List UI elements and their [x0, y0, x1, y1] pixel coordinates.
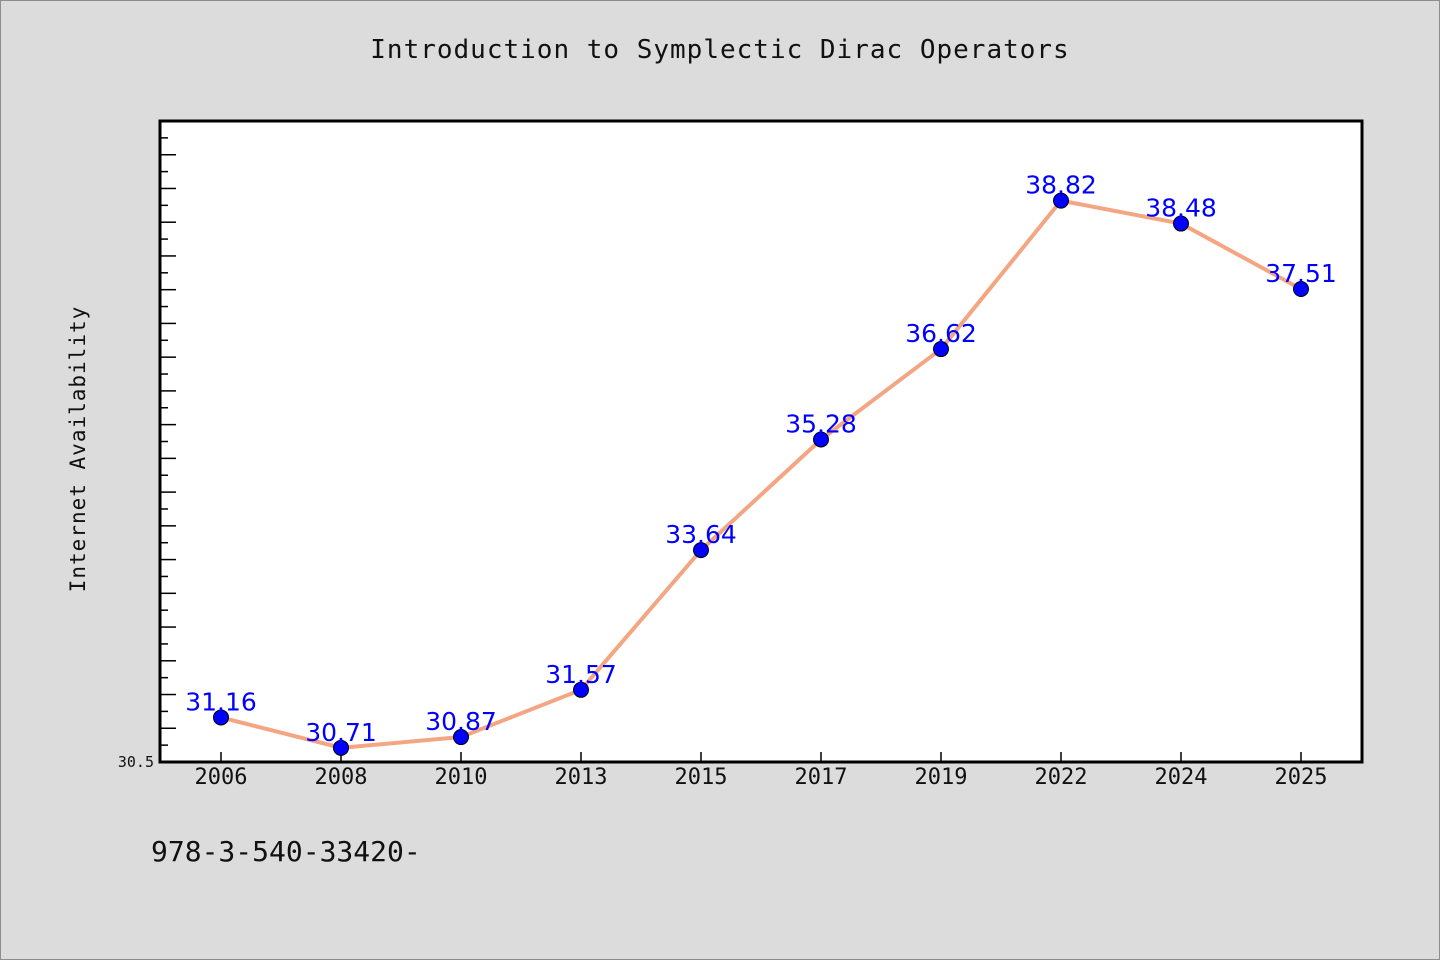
x-tick-label: 2017	[795, 765, 848, 790]
y-tick-label: 30.5	[118, 753, 154, 771]
y-axis-label: Internet Availability	[66, 306, 90, 593]
x-tick-label: 2019	[915, 765, 968, 790]
x-tick-label: 2008	[315, 765, 368, 790]
data-point	[1053, 192, 1069, 209]
x-tick-label: 2024	[1155, 765, 1208, 790]
data-label: 38.82	[1025, 171, 1097, 200]
series-line	[220, 198, 1302, 750]
x-tick-label: 2013	[555, 765, 608, 790]
data-label: 31.57	[545, 660, 617, 689]
data-label: 33.64	[665, 520, 737, 549]
footer-note: 978-3-540-33420-	[151, 835, 421, 868]
data-point	[573, 681, 589, 698]
data-point	[1173, 215, 1189, 232]
data-labels: 31.16 30.71 30.87 31.57 33.64 35.28 36.62 38.82…	[185, 171, 1337, 747]
data-label: 30.87	[425, 707, 497, 736]
x-tick-label: 2015	[675, 765, 728, 790]
data-label: 38.48	[1145, 194, 1217, 223]
data-point	[213, 709, 229, 726]
plot-frame	[158, 119, 1364, 764]
data-point	[933, 341, 949, 358]
data-point	[693, 542, 709, 559]
x-tick-label: 2010	[435, 765, 488, 790]
data-label: 30.71	[305, 718, 377, 747]
data-label: 35.28	[785, 409, 857, 438]
x-ticks: 2006 2008 2010 2013 2015 2017 2019 2022 2024 2025	[195, 752, 1328, 790]
x-tick-label: 2025	[1275, 765, 1328, 790]
x-tick-label: 2006	[195, 765, 248, 790]
data-point	[453, 729, 469, 746]
chart-title: Introduction to Symplectic Dirac Operato…	[370, 35, 1070, 65]
data-point	[333, 739, 349, 756]
data-label: 31.16	[185, 687, 257, 716]
data-label: 37.51	[1265, 259, 1337, 288]
x-tick-label: 2022	[1035, 765, 1088, 790]
data-point	[1293, 281, 1309, 298]
data-point	[813, 431, 829, 448]
data-points	[213, 192, 1309, 756]
data-label: 36.62	[905, 319, 977, 348]
plot-area	[160, 121, 1362, 762]
